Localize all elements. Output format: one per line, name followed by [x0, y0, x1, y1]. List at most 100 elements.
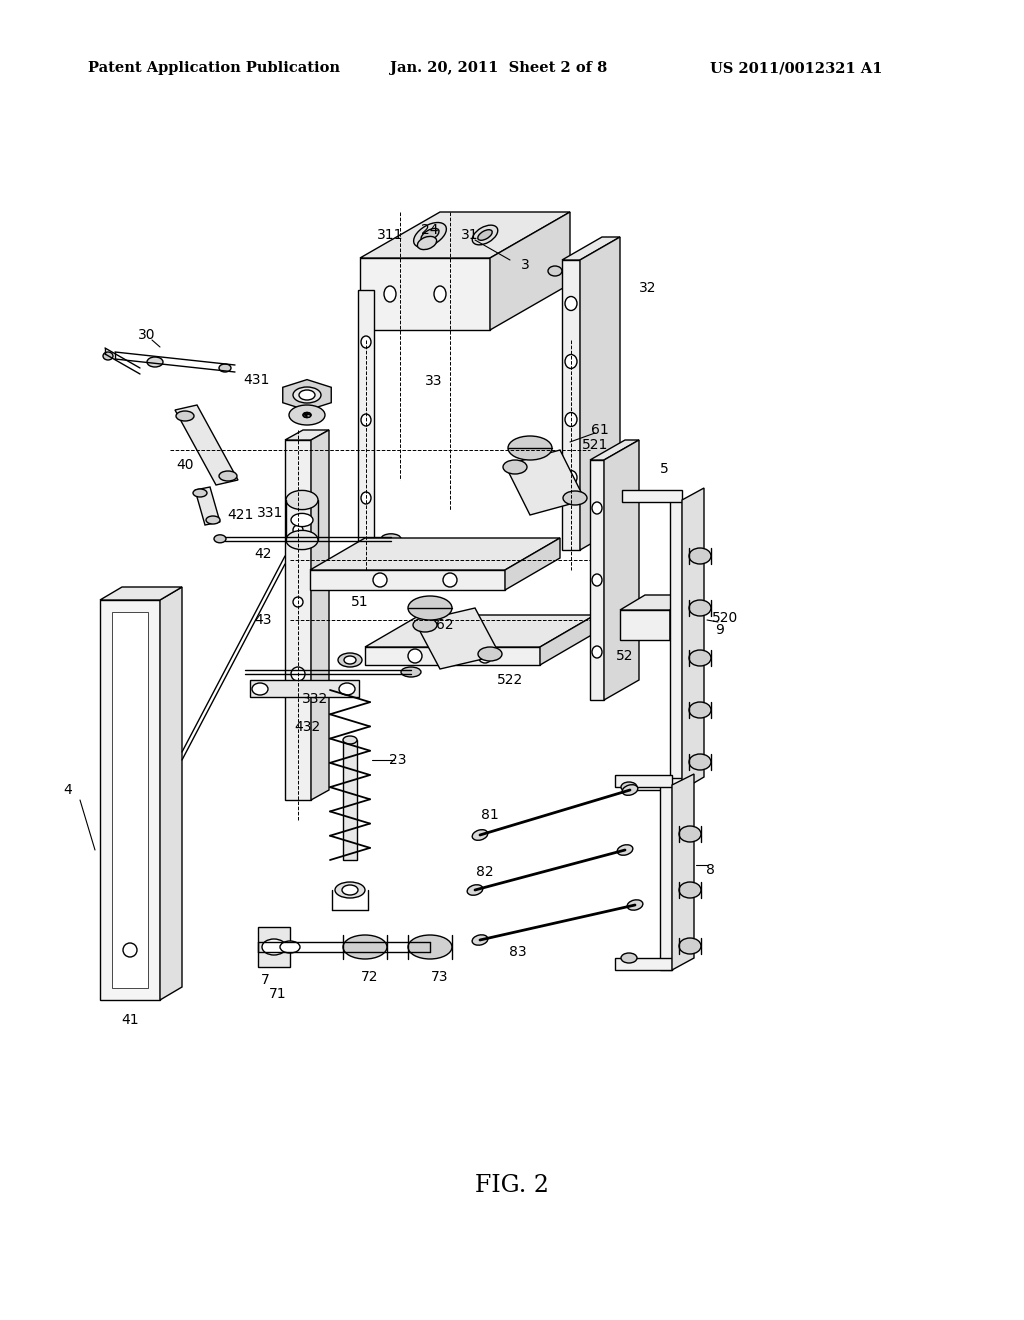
Text: 521: 521: [582, 438, 608, 451]
Ellipse shape: [679, 882, 701, 898]
Ellipse shape: [408, 649, 422, 663]
Text: 43: 43: [254, 612, 271, 627]
Ellipse shape: [206, 516, 220, 524]
Text: 24: 24: [421, 223, 438, 238]
Ellipse shape: [434, 286, 446, 302]
Text: 52: 52: [616, 649, 634, 663]
Bar: [615, 775, 672, 787]
Bar: [622, 490, 682, 502]
Text: 431: 431: [244, 374, 270, 387]
Ellipse shape: [689, 754, 711, 770]
Polygon shape: [258, 927, 290, 968]
Ellipse shape: [303, 413, 307, 417]
Ellipse shape: [478, 647, 502, 661]
Ellipse shape: [299, 389, 315, 400]
Polygon shape: [490, 213, 570, 330]
Polygon shape: [311, 430, 329, 800]
Bar: [310, 570, 505, 590]
Text: 3: 3: [520, 257, 529, 272]
Ellipse shape: [339, 682, 355, 696]
Ellipse shape: [342, 884, 358, 895]
Ellipse shape: [361, 414, 371, 426]
Polygon shape: [682, 488, 705, 789]
Text: 81: 81: [481, 808, 499, 822]
Ellipse shape: [262, 939, 286, 954]
Text: 520: 520: [712, 611, 738, 624]
Ellipse shape: [343, 935, 387, 960]
Ellipse shape: [689, 601, 711, 616]
Text: 432: 432: [294, 719, 321, 734]
Ellipse shape: [472, 226, 498, 244]
Text: 51: 51: [351, 595, 369, 609]
Text: Jan. 20, 2011  Sheet 2 of 8: Jan. 20, 2011 Sheet 2 of 8: [390, 61, 607, 75]
Ellipse shape: [103, 352, 113, 360]
Ellipse shape: [508, 436, 552, 459]
Ellipse shape: [621, 953, 637, 964]
Text: 83: 83: [509, 945, 526, 960]
Polygon shape: [562, 238, 620, 260]
Polygon shape: [175, 405, 238, 484]
Text: 331: 331: [257, 506, 284, 520]
Text: 8: 8: [706, 863, 715, 876]
Ellipse shape: [414, 223, 446, 247]
Text: 32: 32: [639, 281, 656, 296]
Ellipse shape: [293, 669, 303, 678]
Text: 41: 41: [121, 1012, 139, 1027]
Polygon shape: [160, 587, 182, 1001]
Polygon shape: [360, 213, 570, 257]
Ellipse shape: [592, 502, 602, 513]
Text: 73: 73: [431, 970, 449, 983]
Text: 23: 23: [389, 752, 407, 767]
Ellipse shape: [286, 531, 318, 549]
Ellipse shape: [565, 297, 577, 310]
Ellipse shape: [147, 356, 163, 367]
Ellipse shape: [684, 614, 696, 622]
Text: 31: 31: [461, 228, 479, 242]
Polygon shape: [620, 595, 695, 610]
Text: 40: 40: [176, 458, 194, 473]
Ellipse shape: [343, 737, 357, 744]
Ellipse shape: [621, 781, 637, 792]
Bar: [285, 440, 311, 800]
Polygon shape: [250, 680, 359, 697]
Ellipse shape: [627, 900, 643, 911]
Ellipse shape: [679, 939, 701, 954]
Polygon shape: [505, 539, 560, 590]
Ellipse shape: [689, 649, 711, 667]
Ellipse shape: [689, 702, 711, 718]
Text: 522: 522: [497, 673, 523, 686]
Ellipse shape: [214, 535, 226, 543]
Ellipse shape: [384, 286, 396, 302]
Text: 5: 5: [659, 462, 669, 477]
Text: 82: 82: [476, 865, 494, 879]
Ellipse shape: [305, 414, 309, 417]
Bar: [360, 257, 490, 330]
Polygon shape: [505, 450, 585, 515]
Ellipse shape: [193, 488, 207, 498]
Polygon shape: [580, 238, 620, 550]
Ellipse shape: [565, 470, 577, 484]
Ellipse shape: [289, 405, 325, 425]
Ellipse shape: [306, 414, 310, 417]
Polygon shape: [415, 609, 500, 669]
Ellipse shape: [338, 653, 362, 667]
Bar: [358, 290, 374, 550]
Ellipse shape: [472, 830, 487, 841]
Ellipse shape: [306, 413, 310, 416]
Ellipse shape: [361, 492, 371, 504]
Ellipse shape: [252, 682, 268, 696]
Ellipse shape: [293, 597, 303, 607]
Text: 42: 42: [254, 546, 271, 561]
Ellipse shape: [291, 533, 305, 548]
Polygon shape: [590, 440, 639, 459]
Text: Patent Application Publication: Patent Application Publication: [88, 61, 340, 75]
Text: 71: 71: [269, 987, 287, 1001]
Ellipse shape: [293, 387, 321, 403]
Ellipse shape: [617, 845, 633, 855]
Bar: [343, 741, 357, 861]
Polygon shape: [604, 440, 639, 700]
Bar: [100, 601, 160, 1001]
Ellipse shape: [478, 649, 492, 663]
Ellipse shape: [293, 525, 303, 535]
Text: 72: 72: [361, 970, 379, 983]
